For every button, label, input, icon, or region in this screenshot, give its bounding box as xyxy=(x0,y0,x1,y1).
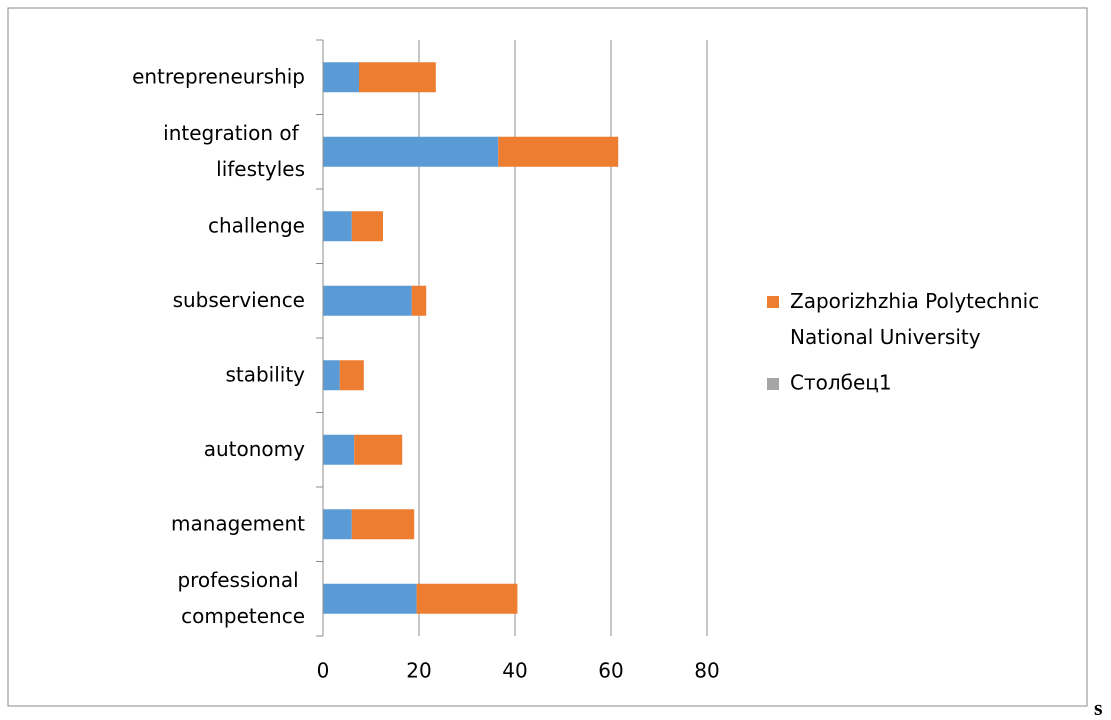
x-tick-label: 0 xyxy=(317,659,330,683)
bar xyxy=(354,434,403,465)
bar xyxy=(411,285,427,316)
bar xyxy=(323,434,355,465)
legend-swatch xyxy=(767,378,779,390)
y-tick-label: challenge xyxy=(208,213,305,237)
legend-label: Zaporizhzhia Polytechnic National Univer… xyxy=(790,289,1046,349)
y-tick-label: professional competence xyxy=(177,567,305,627)
legend-label: Столбец1 xyxy=(790,371,892,395)
bar xyxy=(323,136,499,167)
y-tick-label: autonomy xyxy=(204,436,305,460)
chart-frame xyxy=(7,7,1088,707)
y-tick-label: integration of lifestyles xyxy=(163,120,305,180)
legend-swatch xyxy=(767,296,779,308)
bar xyxy=(323,62,359,93)
footnote: s xyxy=(1094,695,1103,720)
bar xyxy=(416,583,518,614)
x-tick-label: 80 xyxy=(694,659,719,683)
bar xyxy=(323,360,340,391)
bar xyxy=(498,136,619,167)
x-tick-label: 20 xyxy=(406,659,431,683)
bar xyxy=(359,62,436,93)
x-tick-label: 40 xyxy=(502,659,527,683)
x-tick-label: 60 xyxy=(598,659,623,683)
bar xyxy=(339,360,364,391)
bar xyxy=(323,285,412,316)
bar xyxy=(323,211,352,242)
y-tick-label: entrepreneurship xyxy=(132,64,305,88)
bar xyxy=(323,583,417,614)
y-tick-label: stability xyxy=(225,362,305,386)
bar xyxy=(351,211,383,242)
bar xyxy=(351,509,415,540)
bar xyxy=(323,509,352,540)
y-tick-label: management xyxy=(171,511,305,535)
y-tick-label: subservience xyxy=(173,287,305,311)
